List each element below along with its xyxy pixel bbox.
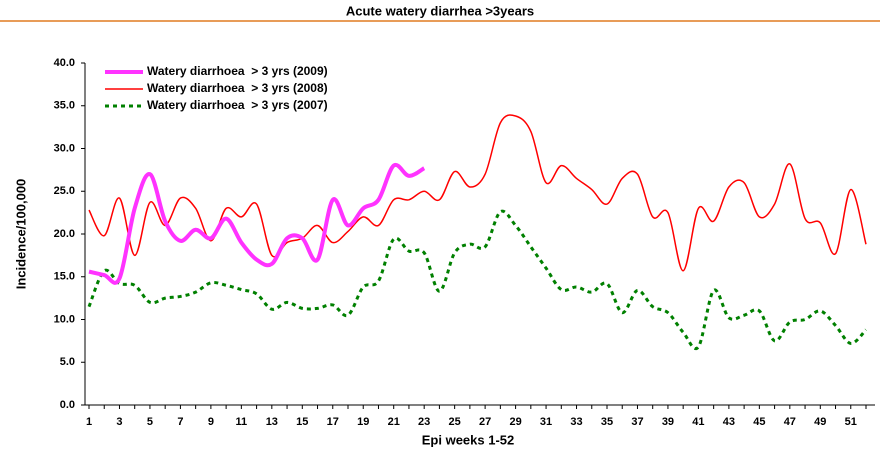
y-axis-label: Incidence/100,000 — [13, 179, 28, 290]
x-tick-label: 17 — [327, 416, 339, 428]
y-tick-label: 30.0 — [54, 142, 75, 154]
x-tick-label: 25 — [449, 416, 461, 428]
x-tick-label: 45 — [753, 416, 765, 428]
y-tick-label: 5.0 — [60, 356, 75, 368]
x-tick-label: 43 — [723, 416, 735, 428]
x-tick-label: 33 — [570, 416, 582, 428]
x-tick-label: 5 — [147, 416, 153, 428]
legend-label: Watery diarrhoea > 3 yrs (2007) — [147, 98, 328, 112]
legend-label: Watery diarrhoea > 3 yrs (2009) — [147, 64, 328, 78]
x-tick-label: 39 — [662, 416, 674, 428]
x-tick-label: 41 — [692, 416, 704, 428]
x-tick-label: 37 — [631, 416, 643, 428]
series-line — [88, 114, 867, 272]
x-tick-label: 3 — [116, 416, 122, 428]
series-line — [88, 162, 426, 285]
y-tick-label: 40.0 — [54, 57, 75, 69]
x-tick-label: 7 — [177, 416, 183, 428]
x-axis-label: Epi weeks 1-52 — [422, 432, 515, 447]
x-tick-label: 47 — [784, 416, 796, 428]
x-tick-label: 27 — [479, 416, 491, 428]
x-tick-label: 9 — [208, 416, 214, 428]
y-tick-label: 25.0 — [54, 185, 75, 197]
y-tick-label: 20.0 — [54, 228, 75, 240]
x-tick-label: 19 — [357, 416, 369, 428]
x-tick-label: 51 — [845, 416, 857, 428]
x-tick-label: 13 — [266, 416, 278, 428]
y-tick-label: 15.0 — [54, 271, 75, 283]
x-tick-label: 1 — [86, 416, 92, 428]
x-tick-label: 23 — [418, 416, 430, 428]
y-tick-label: 0.0 — [60, 399, 75, 411]
x-tick-label: 35 — [601, 416, 613, 428]
y-tick-label: 10.0 — [54, 313, 75, 325]
x-tick-label: 15 — [296, 416, 308, 428]
chart-title: Acute watery diarrhea >3years — [346, 3, 534, 18]
x-tick-label: 49 — [814, 416, 826, 428]
x-tick-label: 31 — [540, 416, 552, 428]
x-tick-label: 11 — [236, 416, 248, 428]
x-tick-label: 29 — [509, 416, 521, 428]
y-tick-label: 35.0 — [54, 100, 75, 112]
legend-label: Watery diarrhoea > 3 yrs (2008) — [147, 81, 328, 95]
x-tick-label: 21 — [388, 416, 400, 428]
